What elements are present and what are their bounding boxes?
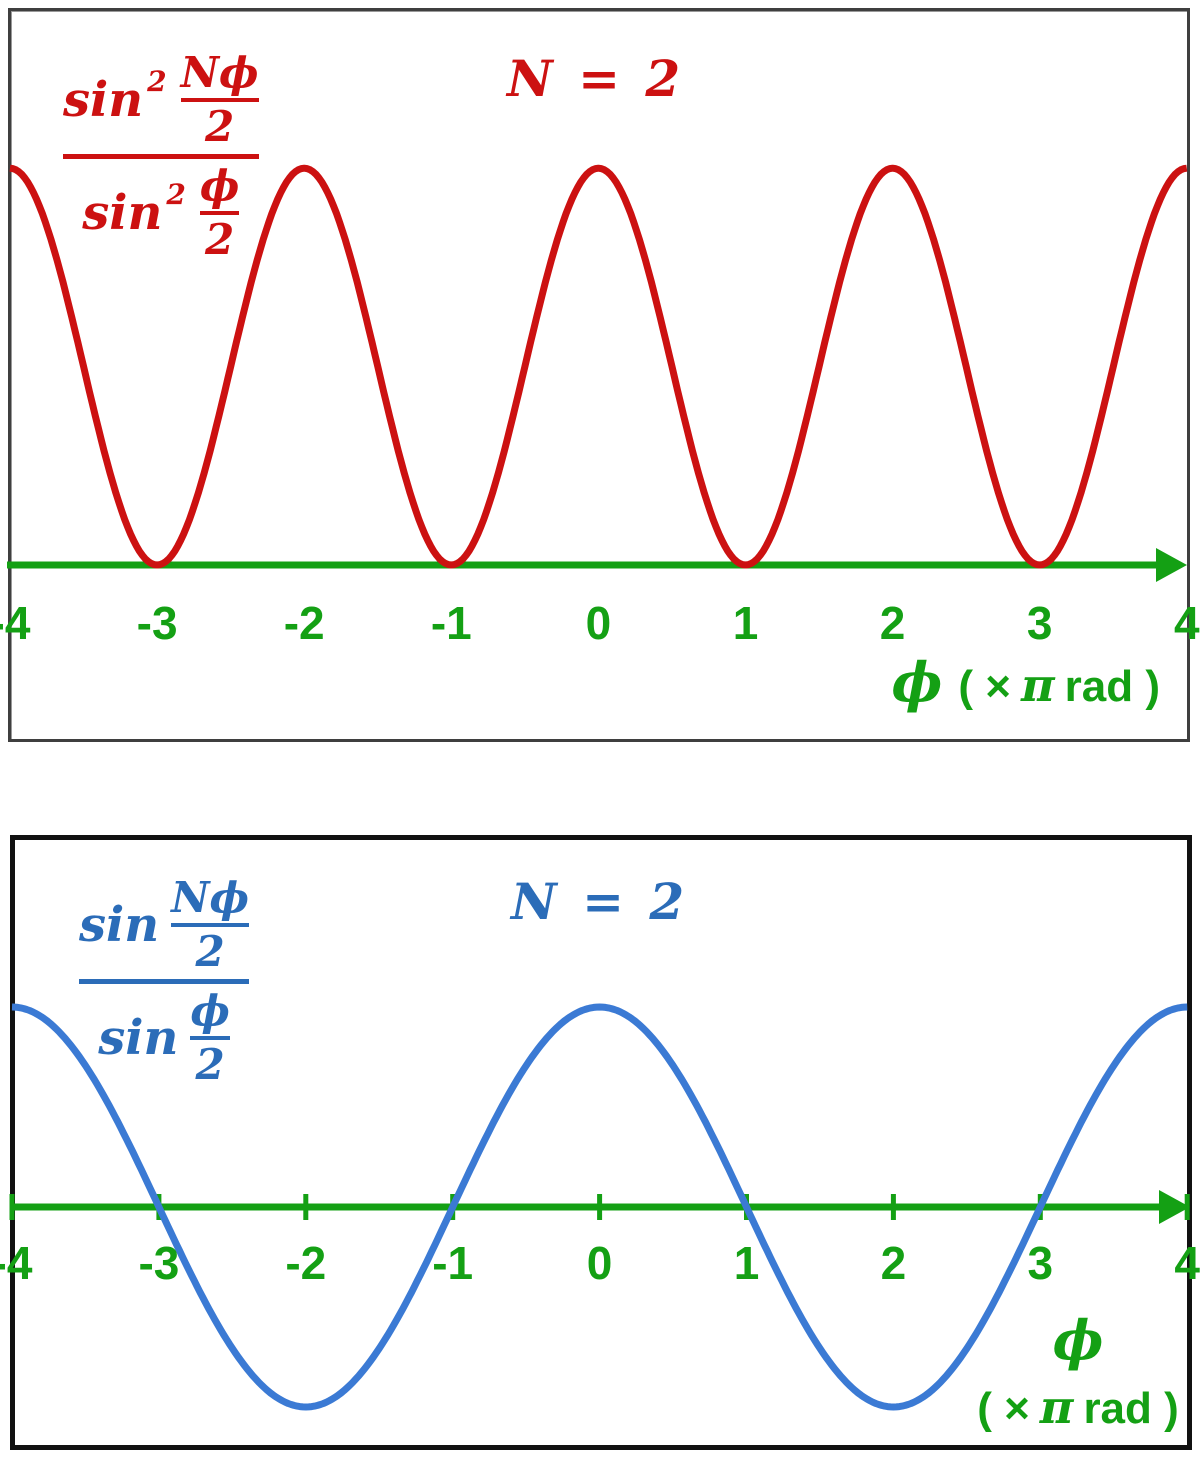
phi-symbol: ϕ [891,650,943,714]
pi-symbol: π [1039,1380,1074,1434]
x-tick-label: -4 [0,597,31,649]
sin-function-text: sin [98,1009,179,1066]
top-x-axis-caption: ϕ ( × π rad ) [850,650,1160,714]
squared-exponent: 2 [147,65,167,99]
x-tick-label: 4 [1174,597,1200,649]
sin-function-text: sin [79,896,160,953]
fraction-numerator: sin Nϕ 2 [79,873,250,976]
top-formula-label: sin 2 Nϕ 2 sin 2 ϕ 2 [63,48,259,264]
x-tick-label: -3 [138,1237,180,1289]
small-fraction: Nϕ 2 [171,873,250,976]
curve-path [11,1003,1188,1411]
top-chart-panel: sin 2 Nϕ 2 sin 2 ϕ 2 N = 2 [7,8,1190,742]
small-fraction: ϕ 2 [199,160,240,264]
x-tick-label: 0 [585,597,612,649]
fraction-denominator: sin 2 ϕ 2 [82,160,240,264]
x-tick-label: -1 [430,597,472,649]
x-tick-label: -1 [432,1237,474,1289]
fraction-bar [171,922,250,927]
bottom-x-tick-labels: -4 -3 -2 -1 0 1 2 3 4 [0,1236,1200,1290]
main-fraction-bar [79,978,250,984]
main-fraction-bar [63,153,259,159]
fraction-bar [199,210,240,215]
fraction-numerator: sin 2 Nϕ 2 [63,48,259,151]
small-fraction-denominator: 2 [195,1039,225,1089]
squared-exponent: 2 [166,178,186,212]
x-tick-label: -3 [136,597,178,649]
x-tick-label: -2 [283,597,325,649]
small-fraction-denominator: 2 [204,214,235,264]
top-x-tick-labels: -4 -3 -2 -1 0 1 2 3 4 [0,596,1200,650]
sin-function-text: sin [82,184,163,241]
small-fraction: ϕ 2 [190,985,230,1089]
bottom-formula-label: sin Nϕ 2 sin ϕ 2 [79,873,250,1089]
top-chart-canvas [7,164,1188,582]
x-tick-label: -4 [0,1237,33,1289]
x-tick-label: 2 [879,597,906,649]
x-tick-label: 2 [880,1237,907,1289]
bottom-chart-panel: sin Nϕ 2 sin ϕ 2 N = 2 [9,835,1192,1450]
curve-path [9,164,1188,569]
x-tick-label: 1 [733,1237,760,1289]
rad-close-paren: rad ) [1083,1384,1179,1433]
small-fraction-numerator: Nϕ [171,873,250,922]
fraction-denominator: sin ϕ 2 [98,985,230,1089]
small-fraction: Nϕ 2 [180,48,259,151]
x-axis-arrow-icon [1159,1190,1190,1224]
small-fraction-numerator: Nϕ [180,48,259,97]
open-paren-times: ( × [977,1384,1030,1433]
big-fraction: sin 2 Nϕ 2 sin 2 ϕ 2 [63,48,259,264]
rad-close-paren: rad ) [1064,662,1160,711]
fraction-bar [190,1035,230,1040]
small-fraction-numerator: ϕ [199,160,240,210]
pi-symbol: π [1020,658,1055,712]
x-tick-label: 3 [1026,597,1053,649]
small-fraction-denominator: 2 [204,101,235,151]
top-panel-title: N = 2 [507,49,685,108]
fraction-bar [180,97,259,102]
open-paren-times: ( × [958,662,1011,711]
x-tick-label: 1 [732,597,759,649]
x-tick-label: 0 [586,1237,613,1289]
x-tick-label: 3 [1027,1237,1054,1289]
unit-row: ( × π rad ) [977,1380,1179,1434]
bottom-chart-canvas [9,1003,1190,1411]
x-tick-label: 4 [1174,1237,1200,1289]
small-fraction-denominator: 2 [195,926,225,976]
phi-symbol: ϕ [1052,1308,1104,1372]
small-fraction-numerator: ϕ [190,985,230,1035]
bottom-panel-title: N = 2 [511,872,689,931]
big-fraction: sin Nϕ 2 sin ϕ 2 [79,873,250,1089]
x-axis-arrow-icon [1156,548,1187,582]
sin-function-text: sin [63,71,144,128]
x-tick-label: -2 [285,1237,327,1289]
bottom-x-axis-caption: ϕ ( × π rad ) [958,1308,1198,1434]
